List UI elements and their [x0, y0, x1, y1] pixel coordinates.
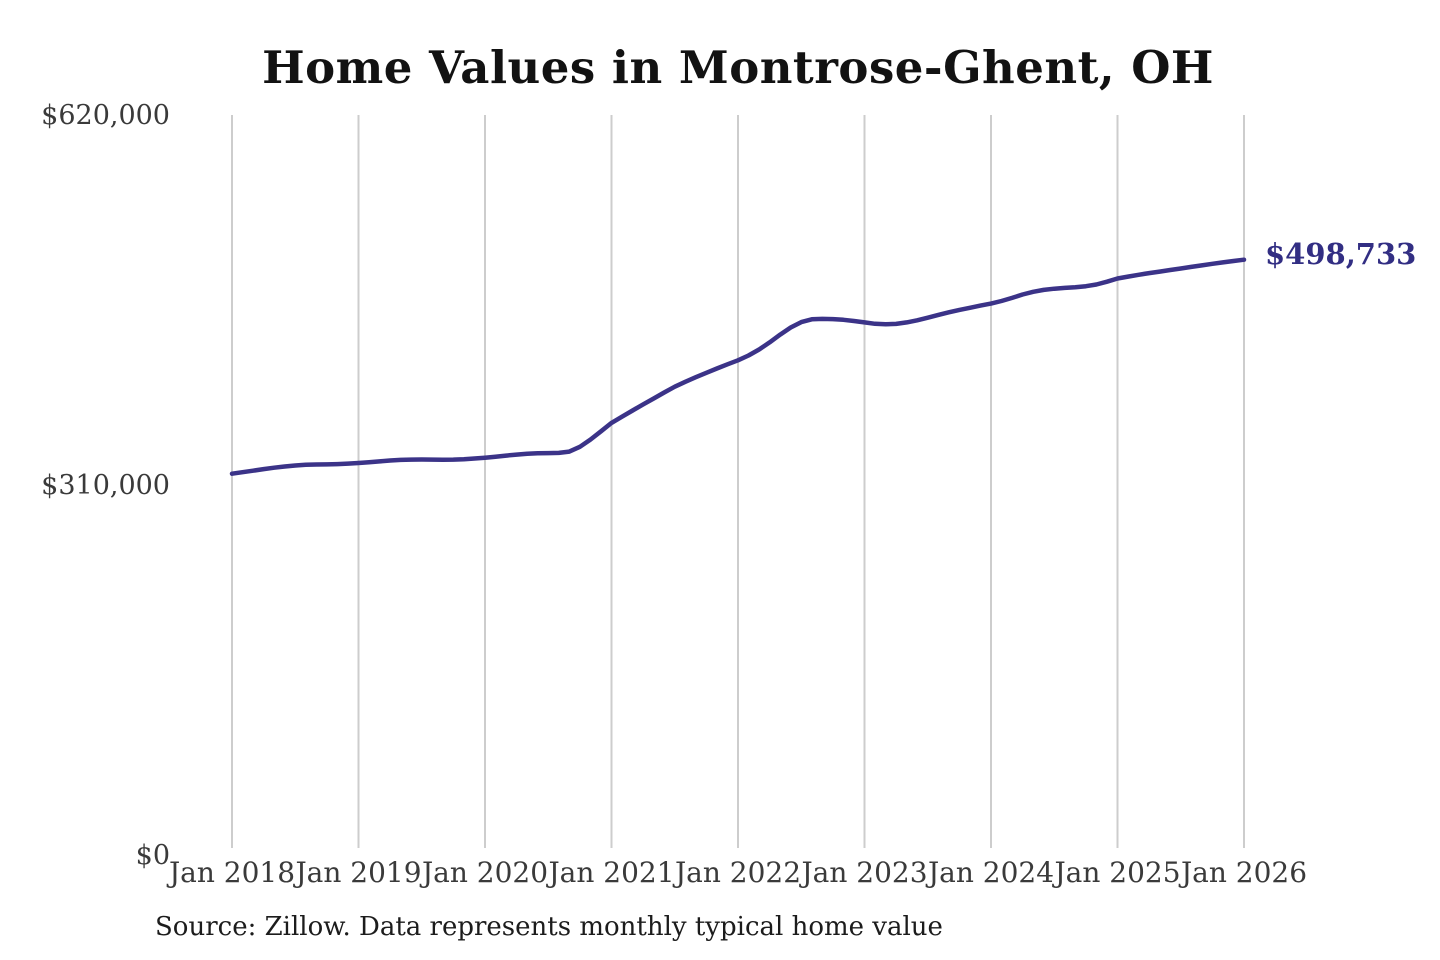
- x-axis-tick-label: Jan 2022: [674, 856, 802, 889]
- y-axis-tick-label: $0: [135, 840, 170, 871]
- y-axis-tick-label: $310,000: [41, 470, 170, 501]
- x-axis-tick-label: Jan 2025: [1054, 856, 1181, 889]
- x-axis-tick-label: Jan 2023: [801, 856, 928, 889]
- y-axis-tick-label: $620,000: [41, 100, 170, 131]
- home-value-line-series: [229, 257, 1247, 476]
- x-axis-tick-label: Jan 2019: [295, 856, 422, 889]
- x-axis-tick-label: Jan 2020: [421, 856, 549, 889]
- latest-value-annotation: $498,733: [1265, 237, 1417, 271]
- chart-title: Home Values in Montrose-Ghent, OH: [262, 41, 1214, 94]
- x-axis-tick-label: Jan 2018: [168, 856, 296, 889]
- x-axis-tick-label: Jan 2026: [1180, 856, 1308, 889]
- source-note: Source: Zillow. Data represents monthly …: [155, 912, 943, 942]
- x-axis-tick-label: Jan 2024: [927, 856, 1055, 889]
- x-axis-tick-label: Jan 2021: [548, 856, 675, 889]
